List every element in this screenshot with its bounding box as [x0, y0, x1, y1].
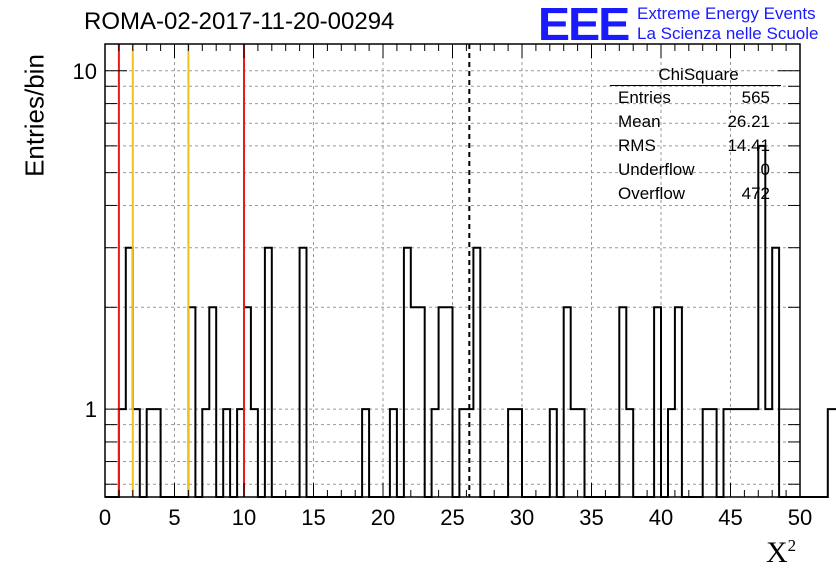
- x-tick-label: 30: [510, 505, 534, 530]
- eee-logo: EEE: [537, 0, 630, 50]
- stats-row-underflow: Underflow 0: [610, 158, 780, 182]
- x-axis-label: X2: [766, 536, 796, 570]
- stats-value: 565: [741, 88, 770, 107]
- x-tick-label: 0: [99, 505, 111, 530]
- x-tick-label: 40: [649, 505, 673, 530]
- stats-row-mean: Mean 26.21: [610, 110, 780, 134]
- stats-box: ChiSquare Entries 565 Mean 26.21 RMS 14.41 Und…: [610, 65, 781, 206]
- stats-rows: Entries 565 Mean 26.21 RMS 14.41 Underflow 0 Ove…: [610, 86, 780, 206]
- stats-row-entries: Entries 565: [610, 86, 780, 110]
- y-tick-label: 10: [73, 59, 97, 84]
- y-tick-label: 1: [85, 397, 97, 422]
- stats-label: Mean: [618, 112, 661, 131]
- x-tick-label: 45: [718, 505, 742, 530]
- x-tick-label: 5: [168, 505, 180, 530]
- stats-row-overflow: Overflow 472: [610, 182, 780, 206]
- stats-value: 0: [760, 160, 770, 179]
- x-tick-label: 20: [371, 505, 395, 530]
- x-tick-label: 25: [440, 505, 464, 530]
- stats-row-rms: RMS 14.41: [610, 134, 780, 158]
- chart-title: ROMA-02-2017-11-20-00294: [84, 8, 395, 35]
- stats-title: ChiSquare: [610, 65, 781, 86]
- x-axis-label-superscript: 2: [787, 536, 797, 555]
- x-axis-label-symbol: X: [766, 536, 788, 569]
- x-tick-label: 50: [788, 505, 812, 530]
- stats-value: 472: [741, 184, 770, 203]
- stats-value: 26.21: [727, 112, 770, 131]
- stats-label: Underflow: [618, 160, 695, 179]
- stats-label: Entries: [618, 88, 671, 107]
- x-tick-label: 35: [579, 505, 603, 530]
- logo-caption-line2: La Scienza nelle Scuole: [637, 24, 819, 43]
- x-tick-label: 15: [301, 505, 325, 530]
- histogram-outline: [105, 144, 836, 498]
- logo-caption: Extreme Energy Events La Scienza nelle S…: [637, 4, 818, 44]
- stats-label: Overflow: [618, 184, 686, 203]
- logo-caption-line1: Extreme Energy Events: [637, 4, 816, 23]
- stats-value: 14.41: [727, 136, 770, 155]
- x-tick-label: 10: [232, 505, 256, 530]
- stats-label: RMS: [618, 136, 656, 155]
